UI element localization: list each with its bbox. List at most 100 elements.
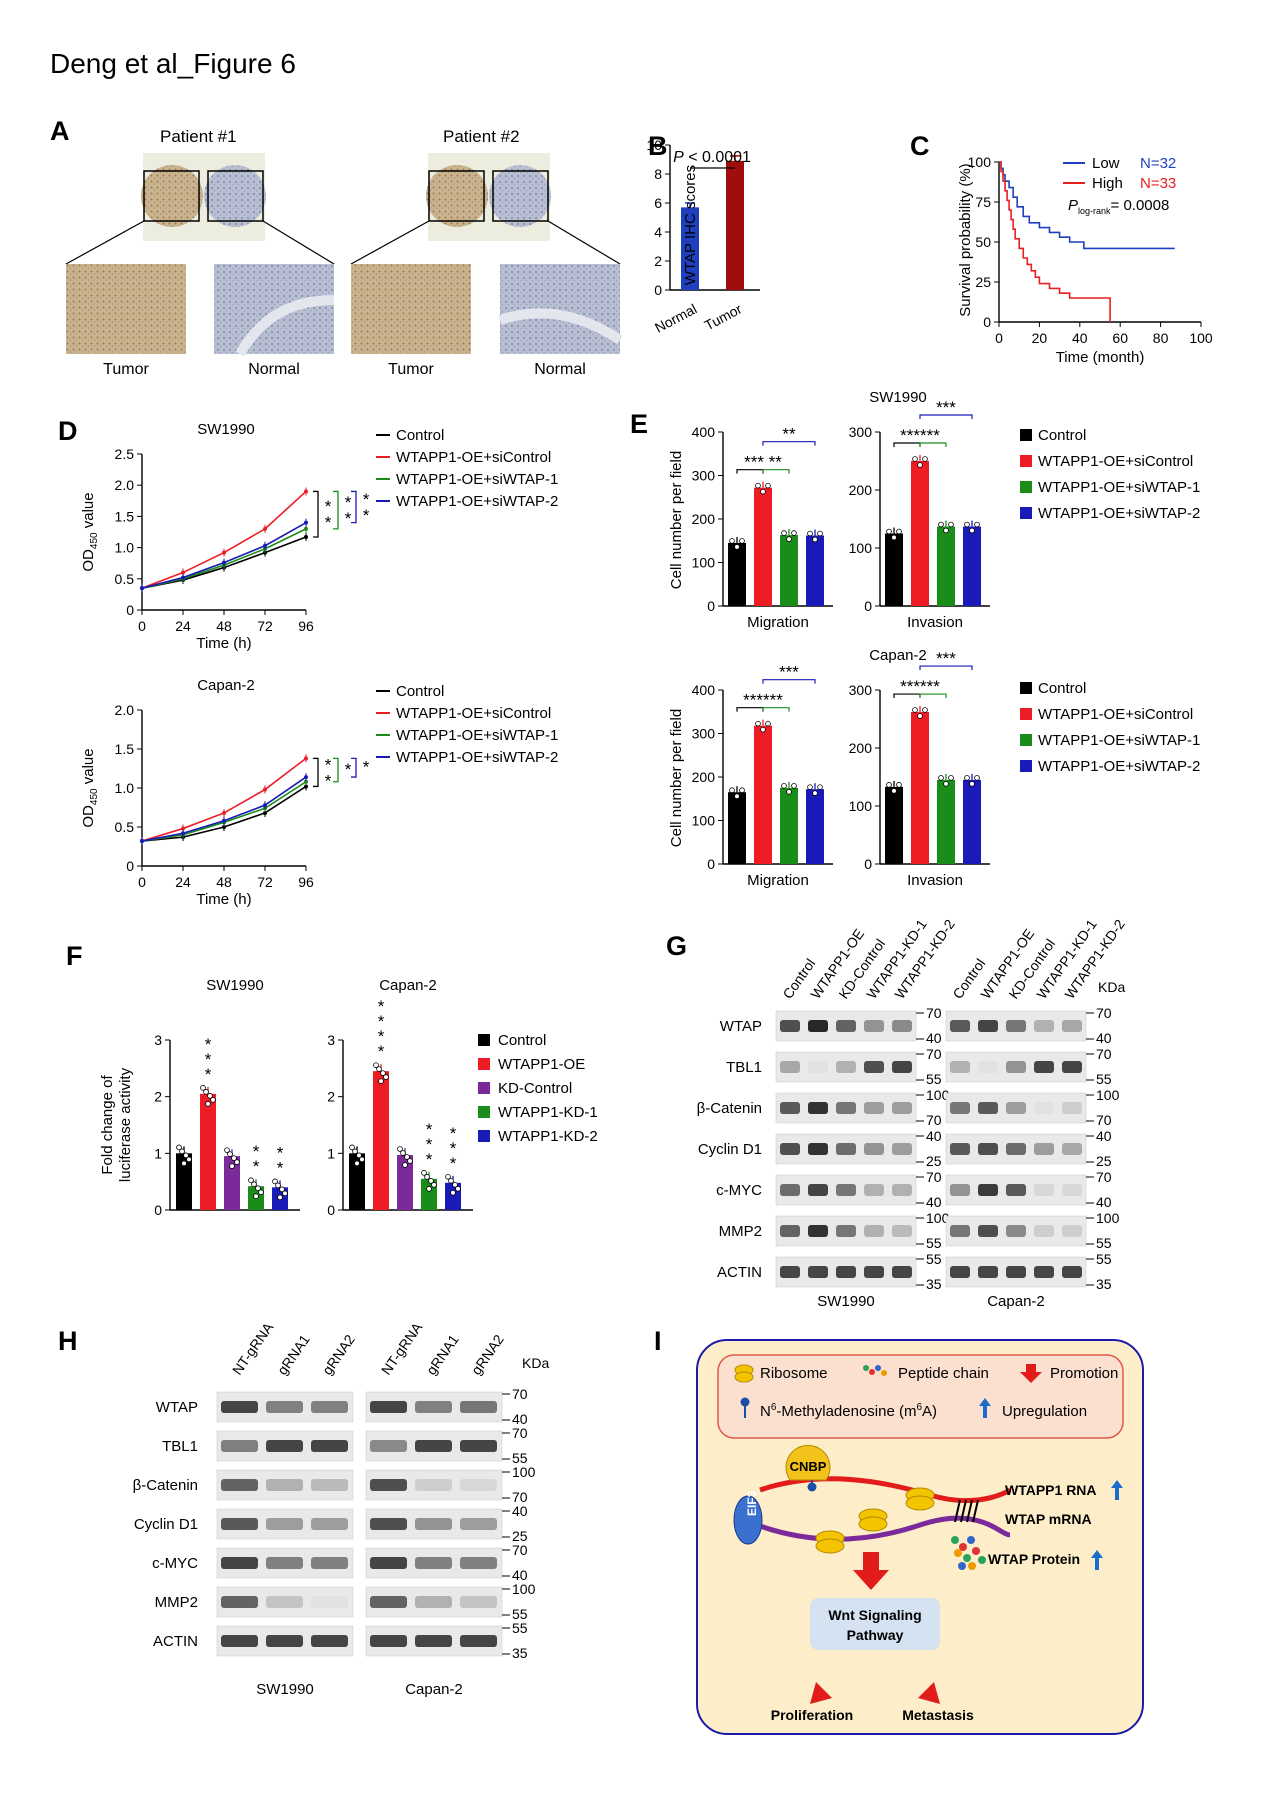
metastasis-label: Metastasis: [902, 1707, 974, 1723]
marker-label: 100: [1096, 1087, 1120, 1103]
x-tick-label: 0: [138, 874, 146, 890]
panel-d: D SW1990 0 0.5 1.0 1.5 2.0 2.5 0 24 48 72 96 Control…: [58, 416, 558, 908]
replicate-dot: [227, 1151, 233, 1157]
blot-band: [780, 1102, 800, 1114]
legend-label: WTAPP1-OE+siWTAP-1: [396, 727, 558, 744]
panel-label-b: B: [648, 131, 668, 161]
legend-label: Control: [396, 683, 444, 700]
y-tick-label: 100: [849, 798, 873, 814]
y-tick-label: 100: [692, 555, 716, 571]
blot-band: [1034, 1184, 1054, 1196]
blot-band: [460, 1596, 497, 1608]
blot-band: [370, 1479, 407, 1491]
significance-star: *: [426, 1150, 433, 1169]
blot-band: [836, 1020, 856, 1032]
legend-label: WTAPP1-OE+siWTAP-2: [396, 749, 558, 766]
x-tick-label: 60: [1112, 330, 1128, 346]
y-tick-label: 75: [975, 194, 991, 210]
blot-band: [221, 1440, 258, 1452]
legend-swatch: [1020, 708, 1032, 720]
significance-star: *: [253, 1157, 260, 1176]
bar: [806, 789, 824, 864]
x-axis-label: Invasion: [907, 872, 963, 889]
replicate-dot: [739, 538, 745, 544]
y-tick-label: 0: [707, 598, 715, 614]
significance-bracket: [333, 757, 339, 783]
marker-label: 70: [926, 1169, 942, 1185]
eif3-label: EIF3: [745, 1490, 759, 1516]
replicate-dot: [943, 527, 949, 534]
replicate-dot: [964, 775, 970, 781]
wtap-mrna-strand: [738, 1515, 1011, 1542]
y-tick-label: 2: [154, 1089, 162, 1105]
x-tick-label: 72: [257, 618, 273, 634]
significance-bracket: [313, 490, 319, 538]
replicate-dot: [734, 544, 740, 550]
marker-label: 70: [512, 1425, 528, 1441]
blot-band: [780, 1266, 800, 1278]
peptide-chain-icon: [863, 1365, 887, 1376]
protein-label: c-MYC: [716, 1182, 762, 1199]
chart-title: SW1990: [869, 389, 927, 406]
ylabel-rest: value: [80, 748, 97, 788]
legend-label: WTAPP1-OE+siWTAP-2: [1038, 758, 1200, 775]
blot-band: [808, 1266, 828, 1278]
legend-swatch: [478, 1058, 490, 1070]
legend-label: KD-Control: [498, 1080, 572, 1097]
replicate-dot: [765, 720, 771, 727]
blot-band: [892, 1143, 912, 1155]
bar: [885, 786, 903, 864]
blot-band: [370, 1518, 407, 1530]
label-normal-2: Normal: [534, 361, 586, 378]
x-axis-label: Time (h): [196, 891, 251, 908]
legend-label: WTAPP1-OE+siControl: [1038, 453, 1193, 470]
blot-band: [415, 1401, 452, 1413]
x-tick-label: 96: [298, 618, 314, 634]
replicate-dot: [404, 1154, 410, 1160]
legend-label: WTAPP1-OE+siControl: [396, 705, 551, 722]
cell-line-label: Capan-2: [405, 1681, 463, 1698]
y-axis-label-2: luciferase activity: [117, 1067, 134, 1182]
replicate-dot: [938, 521, 944, 528]
replicate-dot: [210, 1097, 216, 1103]
bar: [754, 487, 772, 606]
tma-core-tumor-2: [426, 165, 488, 227]
significance-bracket: [762, 707, 790, 712]
y-tick-label: 2.5: [115, 446, 135, 462]
y-tick-label: 400: [692, 682, 716, 698]
legend-m6a: N6-Methyladenosine (m6A): [760, 1402, 937, 1420]
replicate-dot: [445, 1174, 451, 1180]
replicate-dot: [969, 527, 975, 534]
protein-label: MMP2: [719, 1223, 762, 1240]
significance-star: *: [426, 1120, 433, 1139]
kda-label: KDa: [1098, 979, 1125, 995]
blot-band: [460, 1440, 497, 1452]
replicate-dot: [922, 707, 928, 713]
blot-band: [221, 1518, 258, 1530]
replicate-dot: [974, 775, 980, 781]
cell-line-label: SW1990: [817, 1293, 875, 1310]
blot-band: [1062, 1061, 1082, 1073]
blot-band: [836, 1061, 856, 1073]
blot-band: [836, 1266, 856, 1278]
significance-star: *: [426, 1135, 433, 1154]
blot-band: [370, 1596, 407, 1608]
y-tick-label: 0.5: [115, 819, 135, 835]
blot-band: [892, 1020, 912, 1032]
marker-label: 25: [512, 1528, 528, 1544]
replicate-dot: [755, 482, 761, 489]
significance-stars: *: [345, 509, 352, 528]
blot-band: [266, 1557, 303, 1569]
marker-label: 40: [512, 1567, 528, 1583]
legend-peptide: Peptide chain: [898, 1365, 989, 1382]
protein-label: TBL1: [162, 1438, 198, 1455]
replicate-dot: [760, 488, 766, 495]
blot-band: [415, 1440, 452, 1452]
replicate-dot: [817, 530, 823, 537]
panel-a: A Patient #1 Patient #2 Tumor Normal Tum…: [50, 116, 623, 378]
marker-label: 55: [1096, 1251, 1112, 1267]
y-tick-label: 0: [327, 1202, 335, 1218]
panel-label-a: A: [50, 116, 70, 146]
y-tick-label: 2.0: [115, 477, 135, 493]
